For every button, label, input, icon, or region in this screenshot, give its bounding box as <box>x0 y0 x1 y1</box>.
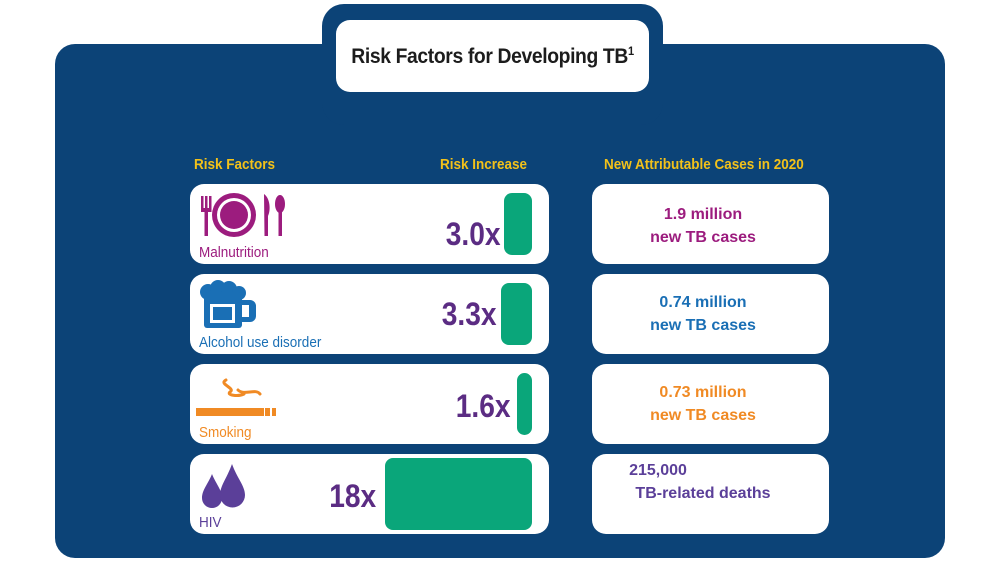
risk-label-alcohol: Alcohol use disorder <box>199 334 322 351</box>
multiplier-hiv: 18x <box>329 478 377 514</box>
risk-bar-smoking <box>516 373 532 435</box>
plate-cutlery-icon <box>201 193 285 237</box>
multiplier-smoking: 1.6x <box>455 388 511 424</box>
cases-desc-hiv: TB-related deaths <box>635 485 771 502</box>
risk-label-hiv: HIV <box>199 514 222 531</box>
cases-box-hiv: 215,000 TB-related deaths <box>592 454 829 534</box>
cases-value-alcohol: 0.74 million <box>659 294 747 311</box>
cases-desc-malnutrition: new TB cases <box>650 229 756 246</box>
multiplier-malnutrition: 3.0x <box>445 216 501 252</box>
cases-box-smoking: 0.73 million new TB cases <box>592 364 829 444</box>
cases-box-malnutrition: 1.9 million new TB cases <box>592 184 829 264</box>
title-footnote: 1 <box>627 43 634 58</box>
risk-label-smoking: Smoking <box>199 424 252 441</box>
cases-desc-smoking: new TB cases <box>650 407 756 424</box>
title-frame: Risk Factors for Developing TB1 <box>322 4 663 125</box>
cases-box-alcohol: 0.74 million new TB cases <box>592 274 829 354</box>
risk-row-alcohol: Alcohol use disorder 3.3x <box>190 274 549 354</box>
cases-value-smoking: 0.73 million <box>659 384 747 401</box>
risk-bar-alcohol <box>500 283 532 345</box>
risk-row-smoking: Smoking 1.6x <box>190 364 549 444</box>
cases-value-hiv: 215,000 <box>629 462 687 479</box>
risk-row-hiv: HIV 18x <box>190 454 549 534</box>
cases-desc-alcohol: new TB cases <box>650 317 756 334</box>
header-risk-factors: Risk Factors <box>194 156 276 173</box>
header-new-cases: New Attributable Cases in 2020 <box>604 156 804 173</box>
page-title: Risk Factors for Developing TB1 <box>351 43 634 68</box>
risk-bar-malnutrition <box>503 193 532 255</box>
multiplier-alcohol: 3.3x <box>441 296 497 332</box>
risk-label-malnutrition: Malnutrition <box>199 244 269 261</box>
title-box: Risk Factors for Developing TB1 <box>336 20 649 92</box>
cigarette-icon <box>196 378 276 416</box>
header-risk-increase: Risk Increase <box>440 156 528 173</box>
risk-row-malnutrition: Malnutrition 3.0x <box>190 184 549 264</box>
blood-drops-icon <box>202 464 245 508</box>
beer-mug-icon <box>200 280 256 328</box>
cases-value-malnutrition: 1.9 million <box>663 206 743 223</box>
risk-bar-hiv <box>384 458 532 530</box>
